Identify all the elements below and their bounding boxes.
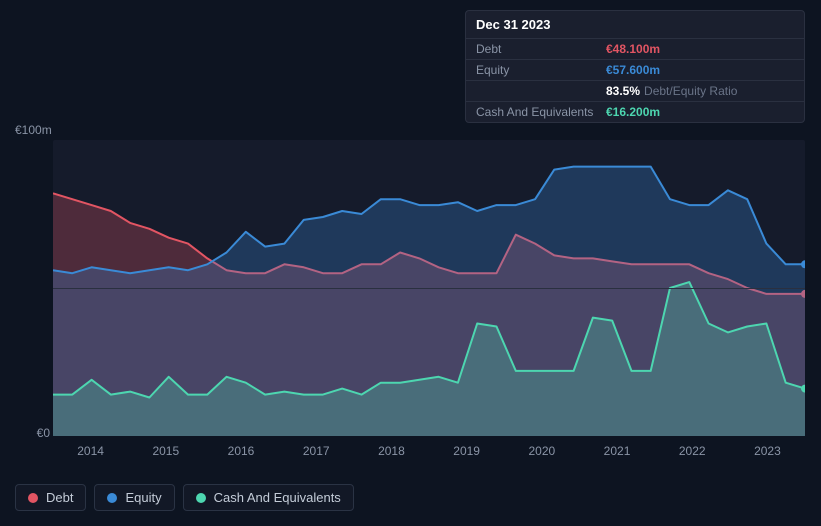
x-tick-label: 2017 [279,444,354,458]
midline [53,288,805,289]
tooltip-ratio-value: 83.5% [606,84,640,98]
y-axis-min-label: €0 [15,426,50,440]
tooltip-row: 83.5% Debt/Equity Ratio [466,80,804,101]
tooltip-label: Cash And Equivalents [476,105,606,119]
chart-container: €100m €0 2014201520162017201820192020202… [15,120,805,470]
tooltip-row: Debt€48.100m [466,38,804,59]
x-tick-label: 2020 [504,444,579,458]
legend-dot-icon [28,493,38,503]
x-tick-label: 2021 [579,444,654,458]
x-axis-ticks: 2014201520162017201820192020202120222023 [53,444,805,458]
x-tick-label: 2014 [53,444,128,458]
legend: Debt Equity Cash And Equivalents [15,484,354,511]
legend-label: Cash And Equivalents [214,490,341,505]
tooltip-value: €57.600m [606,63,660,77]
tooltip-date: Dec 31 2023 [466,17,804,38]
legend-label: Debt [46,490,73,505]
x-tick-label: 2018 [354,444,429,458]
legend-dot-icon [107,493,117,503]
x-tick-label: 2016 [203,444,278,458]
legend-label: Equity [125,490,161,505]
legend-item[interactable]: Debt [15,484,86,511]
x-tick-label: 2019 [429,444,504,458]
tooltip-label: Debt [476,42,606,56]
x-tick-label: 2022 [655,444,730,458]
tooltip-label: Equity [476,63,606,77]
tooltip-row: Equity€57.600m [466,59,804,80]
x-tick-label: 2015 [128,444,203,458]
tooltip-ratio-label: Debt/Equity Ratio [644,84,737,98]
tooltip: Dec 31 2023 Debt€48.100mEquity€57.600m83… [465,10,805,123]
tooltip-value: €16.200m [606,105,660,119]
legend-item[interactable]: Cash And Equivalents [183,484,354,511]
legend-item[interactable]: Equity [94,484,174,511]
tooltip-value: €48.100m [606,42,660,56]
plot-area [53,140,805,436]
tooltip-row: Cash And Equivalents€16.200m [466,101,804,122]
y-axis-max-label: €100m [15,123,50,137]
tooltip-spacer [476,84,606,98]
legend-dot-icon [196,493,206,503]
x-tick-label: 2023 [730,444,805,458]
